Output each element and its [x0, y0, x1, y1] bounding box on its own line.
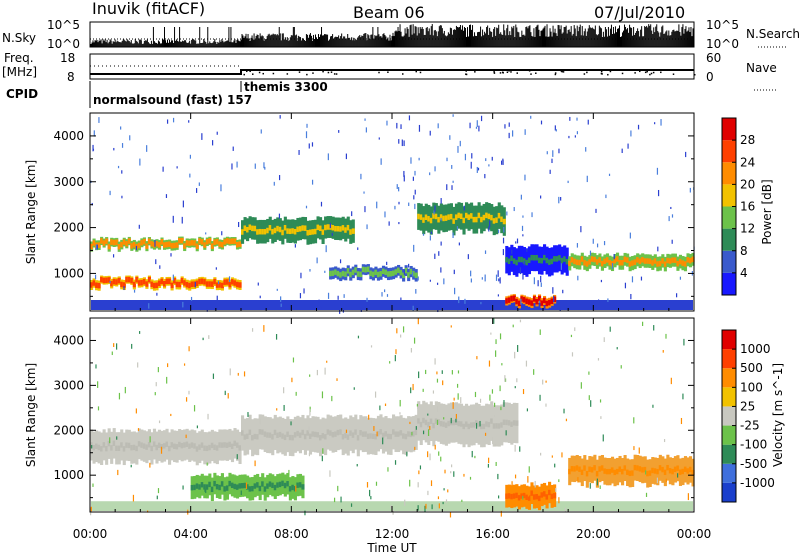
- velocity-yaxis: 1000 2000 3000 4000: [53, 333, 694, 499]
- colorbar-segment: [722, 250, 736, 273]
- power-echoes: [90, 114, 695, 314]
- velocity-colorbar: 1000 500 100 25 -25 -100 -500 -1000: [721, 329, 775, 503]
- nsearch-bottom-tick: 10^0: [706, 37, 739, 51]
- x-tick-label: 12:00: [375, 527, 410, 541]
- colorbar-segment: [722, 272, 736, 295]
- nsky-top-tick: 10^5: [47, 18, 80, 32]
- time-axis-label: Time UT: [366, 541, 417, 554]
- y-tick-label: 1000: [53, 266, 84, 280]
- date-title: 07/Jul/2010: [594, 3, 685, 22]
- colorbar-segment: [722, 463, 736, 483]
- cpid-segment-label: normalsound (fast) 157: [93, 93, 252, 107]
- colorbar-segment: [722, 444, 736, 464]
- velocity-ylabel: Slant Range [km]: [24, 363, 38, 467]
- colorbar-tick-label: 500: [740, 361, 763, 375]
- colorbar-tick-label: 28: [740, 133, 755, 147]
- power-yaxis: 1000 2000 3000 4000: [53, 129, 694, 297]
- colorbar-tick-label: 25: [740, 399, 755, 413]
- colorbar-segment: [722, 387, 736, 407]
- freq-bottom-tick: 8: [67, 70, 75, 84]
- colorbar-segment: [722, 228, 736, 251]
- colorbar-segment: [722, 349, 736, 369]
- x-tick-label: 00:00: [677, 527, 712, 541]
- station-title: Inuvik (fitACF): [92, 0, 205, 18]
- freq-label: Freq.: [4, 51, 34, 65]
- beam-title: Beam 06: [353, 3, 425, 22]
- x-tick-label: 04:00: [173, 527, 208, 541]
- colorbar-tick-label: 100: [740, 380, 763, 394]
- freq-lines: [90, 65, 696, 76]
- y-tick-label: 1000: [53, 468, 84, 482]
- nave-label: Nave: [746, 61, 777, 75]
- colorbar-segment: [722, 118, 736, 141]
- y-tick-label: 4000: [53, 129, 84, 143]
- colorbar-segment: [722, 140, 736, 163]
- freq-top-tick: 18: [60, 51, 75, 65]
- colorbar-segment: [722, 425, 736, 445]
- x-tick-label: 00:00: [73, 527, 108, 541]
- power-cbar-label: Power [dB]: [760, 179, 774, 244]
- nsky-bottom-tick: 10^0: [47, 37, 80, 51]
- colorbar-tick-label: 1000: [740, 342, 771, 356]
- colorbar-tick-label: 16: [740, 200, 755, 214]
- colorbar-tick-label: -25: [740, 419, 760, 433]
- y-tick-label: 2000: [53, 221, 84, 235]
- nsky-bars: [90, 24, 695, 47]
- nsky-label: N.Sky: [2, 31, 36, 45]
- colorbar-segment: [722, 330, 736, 350]
- colorbar-segment: [722, 206, 736, 229]
- y-tick-label: 3000: [53, 175, 84, 189]
- freq-line: [90, 69, 694, 75]
- colorbar-segment: [722, 406, 736, 426]
- nsearch-label: N.Search: [746, 27, 800, 41]
- colorbar-segment: [722, 162, 736, 185]
- y-tick-label: 2000: [53, 423, 84, 437]
- x-tick-label: 16:00: [475, 527, 510, 541]
- velocity-cbar-label: Velocity [m s^-1]: [771, 363, 785, 467]
- time-axis: 00:00 04:00 08:00 12:00 16:00 20:00 00:00: [73, 113, 712, 541]
- cpid-label: CPID: [6, 87, 38, 101]
- colorbar-tick-label: 24: [740, 155, 755, 169]
- colorbar-tick-label: -1000: [740, 476, 775, 490]
- colorbar-segment: [722, 482, 736, 502]
- colorbar-tick-label: -500: [740, 457, 767, 471]
- nsearch-top-tick: 10^5: [706, 18, 739, 32]
- colorbar-frame: [721, 329, 737, 503]
- colorbar-tick-label: 4: [740, 266, 748, 280]
- freq-unit: [MHz]: [2, 65, 37, 79]
- colorbar-tick-label: 12: [740, 222, 755, 236]
- x-tick-label: 20:00: [576, 527, 611, 541]
- colorbar-tick-label: 20: [740, 177, 755, 191]
- x-tick-label: 08:00: [274, 527, 309, 541]
- power-ylabel: Slant Range [km]: [24, 160, 38, 264]
- colorbar-segment: [722, 184, 736, 207]
- freq-panel: [89, 53, 695, 80]
- nave-top-tick: 60: [706, 51, 721, 65]
- nave-bottom-tick: 0: [706, 70, 714, 84]
- colorbar-tick-label: 8: [740, 244, 748, 258]
- colorbar-segment: [722, 368, 736, 388]
- colorbar-tick-label: -100: [740, 438, 767, 452]
- y-tick-label: 4000: [53, 333, 84, 347]
- y-tick-label: 3000: [53, 378, 84, 392]
- power-colorbar: 4 8 12 16 20 24 28: [721, 117, 755, 296]
- cpid-segment-label: themis 3300: [244, 80, 328, 94]
- velocity-echoes: [90, 318, 695, 518]
